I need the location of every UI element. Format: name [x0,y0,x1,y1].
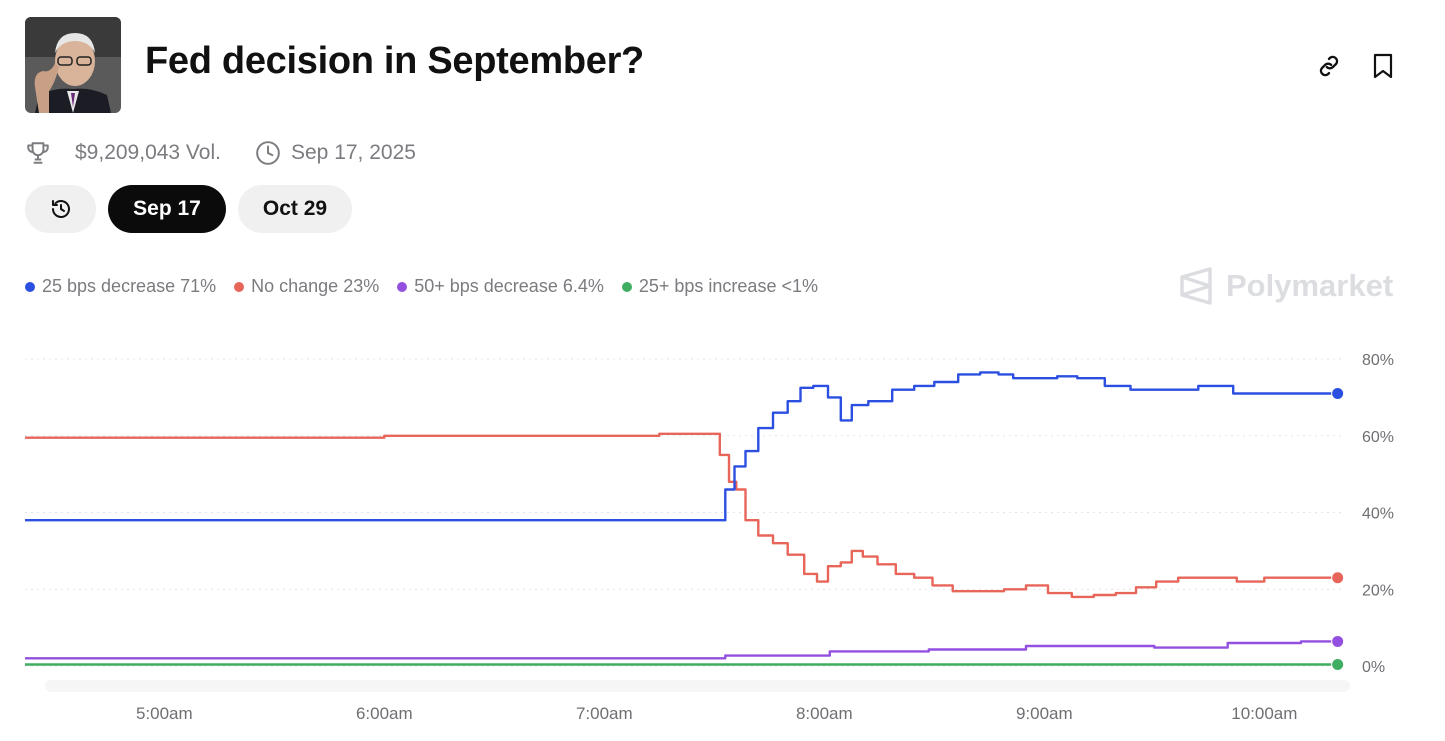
legend-label: No change 23% [251,276,380,296]
legend-item-25-bps-increase: 25+ bps increase <1% [621,276,818,297]
link-icon[interactable] [1311,48,1347,84]
series-endpoint-50-bps-decrease [1331,634,1345,648]
series-line-50-bps-decrease [25,640,1338,660]
legend-label: 25+ bps increase <1% [638,276,818,296]
legend-label: 25 bps decrease 71% [42,276,217,296]
series-line-no-change [25,432,1338,599]
bookmark-icon[interactable] [1365,48,1401,84]
y-tick-label: 20% [1362,582,1394,599]
chart-legend: 25 bps decrease 71% No change 23% 50+ bp… [25,276,836,297]
y-tick-label: 0% [1362,659,1385,676]
legend-item-25-bps-decrease: 25 bps decrease 71% [25,276,216,297]
legend-dot [25,281,35,292]
tab-oct-29[interactable]: Oct 29 [238,185,352,233]
series-line-25-bps-decrease [25,371,1338,522]
y-tick-label: 40% [1362,506,1394,523]
market-title: Fed decision in September? [145,40,644,82]
legend-dot [621,281,632,292]
price-chart: 80% 60% 40% 20% 0% 5:00am 6:00am 7:00am 8:00am 9:… [25,352,1394,723]
legend-item-no-change: No change 23% [234,276,379,297]
series-endpoint-no-change [1331,571,1345,585]
chart-baseline-band [45,680,1350,692]
x-tick-label: 5:00am [136,704,193,723]
x-tick-label: 7:00am [576,704,633,723]
x-tick-label: 10:00am [1231,704,1297,723]
market-image [25,17,121,113]
end-date-meta: Sep 17, 2025 [255,138,416,168]
x-tick-label: 9:00am [1016,704,1073,723]
series-endpoint-25-bps-decrease [1331,387,1345,401]
x-tick-label: 8:00am [796,704,853,723]
clock-icon [256,141,280,165]
history-icon [51,200,70,218]
end-date-text: Sep 17, 2025 [291,141,416,164]
volume-meta: $9,209,043 Vol. [25,138,221,168]
polymarket-watermark: Polymarket [1178,266,1393,306]
volume-text: $9,209,043 Vol. [75,141,221,164]
legend-label: 50+ bps decrease 6.4% [414,276,604,296]
y-tick-label: 60% [1362,429,1394,446]
legend-item-50-bps-decrease: 50+ bps decrease 6.4% [397,276,604,297]
y-tick-label: 80% [1362,352,1394,369]
watermark-text: Polymarket [1226,268,1394,303]
legend-dot [397,281,408,292]
trophy-icon [27,142,49,164]
polymarket-logo-icon [1180,267,1212,305]
series-endpoint-25-bps-increase [1331,657,1345,671]
tab-sep-17[interactable]: Sep 17 [108,185,226,233]
x-tick-label: 6:00am [356,704,413,723]
legend-dot [234,281,245,292]
history-button[interactable] [25,185,96,233]
